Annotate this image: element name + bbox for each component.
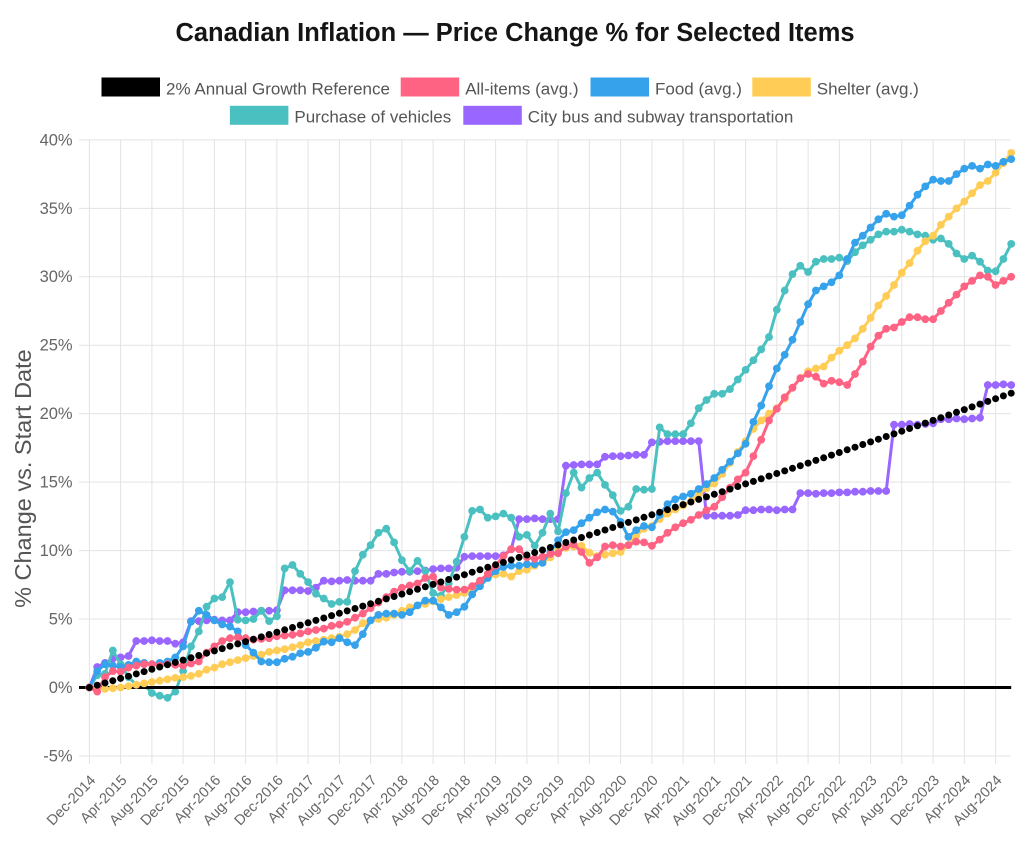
svg-text:-5%: -5% <box>43 747 73 765</box>
svg-text:5%: 5% <box>49 610 73 628</box>
svg-text:2% Annual Growth Reference: 2% Annual Growth Reference <box>166 79 390 98</box>
svg-text:% Change vs. Start Date: % Change vs. Start Date <box>10 349 36 608</box>
svg-text:25%: 25% <box>40 337 73 355</box>
svg-text:All-items (avg.): All-items (avg.) <box>465 79 578 98</box>
svg-text:30%: 30% <box>40 268 73 286</box>
svg-text:10%: 10% <box>40 542 73 560</box>
svg-text:15%: 15% <box>40 474 73 492</box>
svg-text:Purchase of vehicles: Purchase of vehicles <box>294 107 451 126</box>
svg-text:40%: 40% <box>40 131 73 149</box>
svg-text:20%: 20% <box>40 405 73 423</box>
svg-text:0%: 0% <box>49 679 73 697</box>
svg-text:Canadian Inflation — Price Cha: Canadian Inflation — Price Change % for … <box>176 19 855 47</box>
svg-text:City bus and subway transporta: City bus and subway transportation <box>528 107 794 126</box>
svg-text:Food (avg.): Food (avg.) <box>655 79 742 98</box>
svg-text:35%: 35% <box>40 200 73 218</box>
svg-text:Shelter (avg.): Shelter (avg.) <box>817 79 919 98</box>
